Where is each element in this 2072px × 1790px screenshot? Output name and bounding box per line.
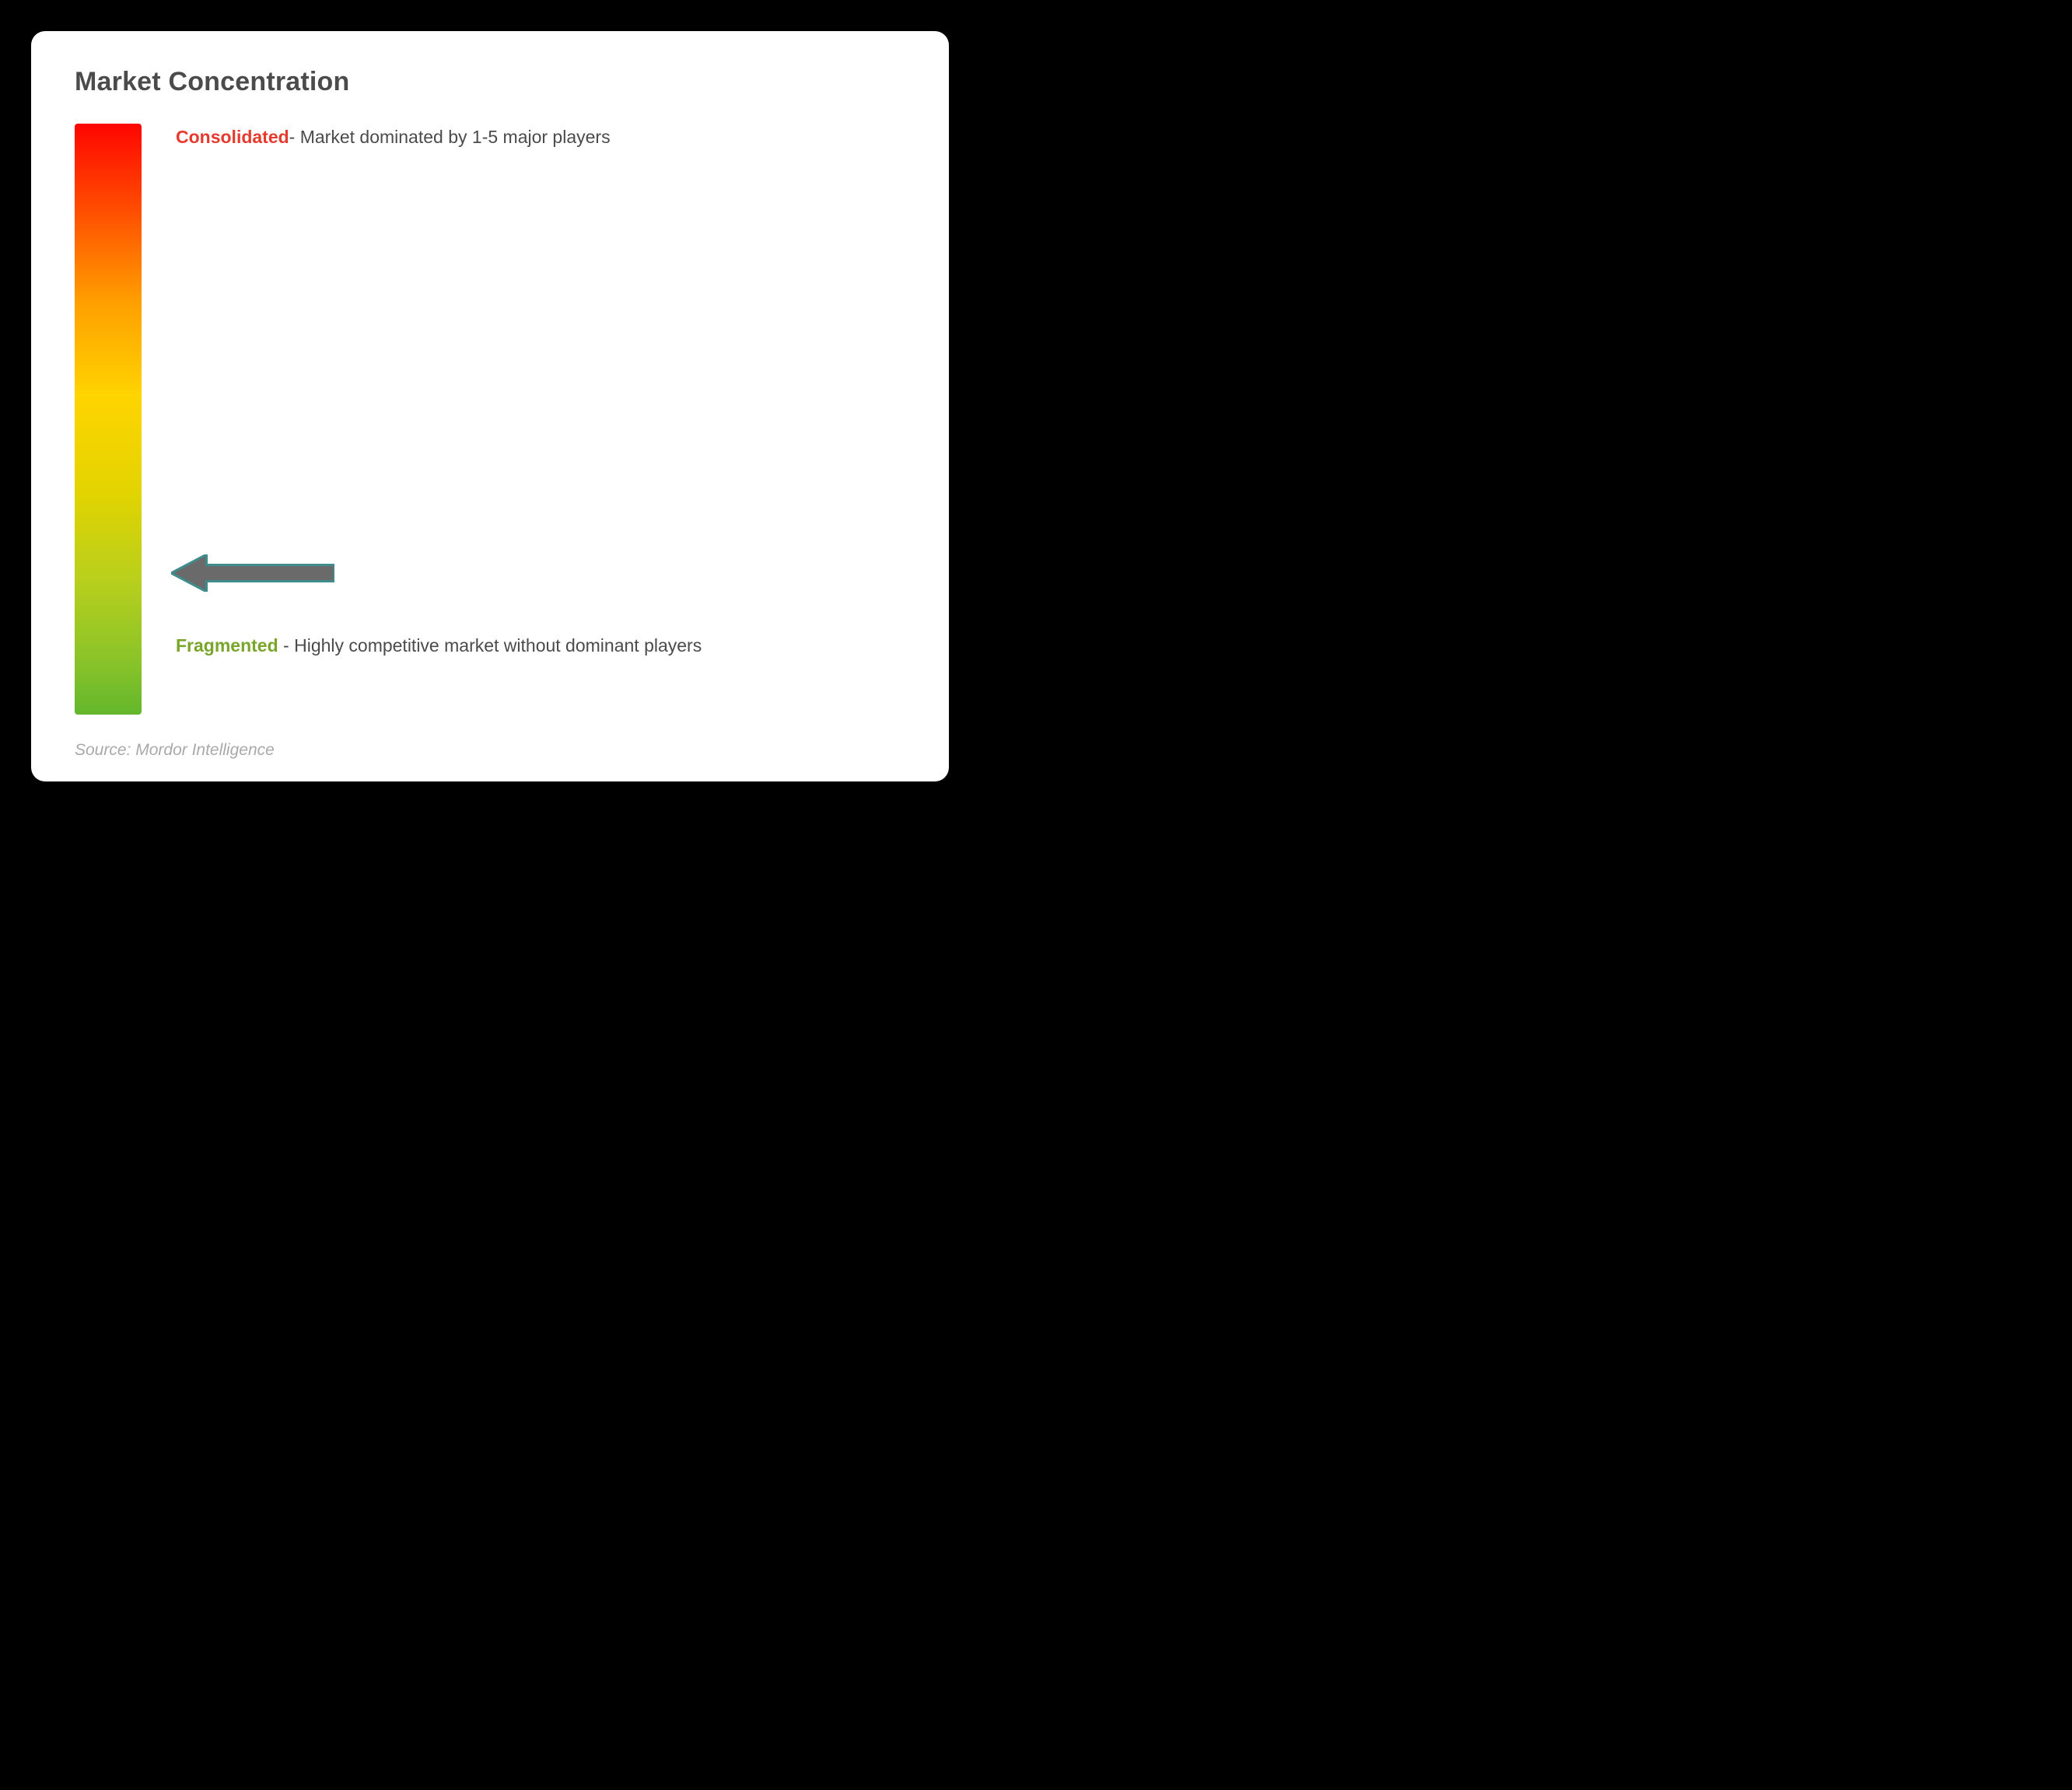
consolidated-separator: - [289, 127, 300, 147]
fragmented-separator: - [278, 635, 294, 656]
source-prefix: Source: [75, 741, 135, 759]
concentration-gradient-bar [75, 124, 142, 715]
consolidated-keyword: Consolidated [176, 127, 289, 147]
source-text: Mordor Intelligence [135, 741, 275, 759]
card-body: Consolidated- Market dominated by 1-5 ma… [75, 124, 905, 715]
card-title: Market Concentration [75, 67, 905, 97]
fragmented-description: Highly competitive market without domina… [294, 635, 702, 656]
fragmented-label: Fragmented - Highly competitive market w… [176, 632, 877, 660]
source-line: Source: Mordor Intelligence [75, 741, 905, 760]
consolidated-description: Market dominated by 1-5 major players [300, 127, 611, 147]
fragmented-keyword: Fragmented [176, 635, 278, 656]
consolidated-label: Consolidated- Market dominated by 1-5 ma… [176, 124, 877, 152]
scale-bar-container [75, 124, 142, 715]
market-concentration-card: Market Concentration Consolidated- Marke… [31, 31, 949, 781]
labels-column: Consolidated- Market dominated by 1-5 ma… [176, 124, 905, 715]
arrow-left-icon [171, 554, 334, 592]
indicator-arrow [171, 554, 334, 592]
